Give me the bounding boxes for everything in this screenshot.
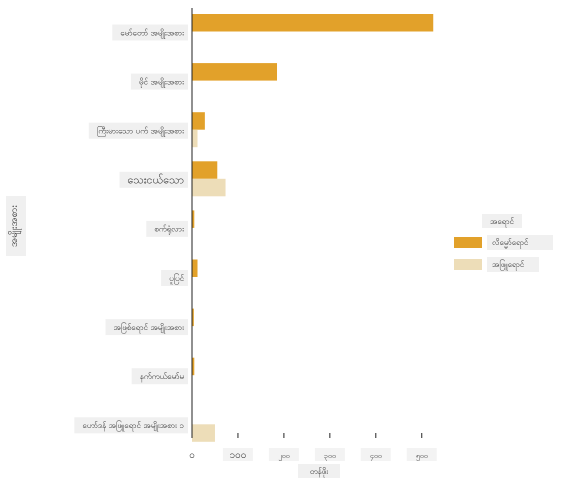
legend-title-bg (482, 214, 522, 228)
category-label-bg-4 (146, 220, 188, 237)
legend-label-0: လိမ္မော်ရောင် (492, 237, 528, 249)
category-label-7: နက်ကယ်မော်မ (140, 371, 184, 383)
legend-label-bg-0 (487, 235, 553, 250)
x-tick-label-bg-2 (268, 448, 299, 461)
x-axis-title: တန်ဖိုး (310, 466, 330, 478)
category-label-bg-1 (130, 73, 188, 90)
legend-label-bg-1 (487, 257, 539, 272)
x-axis-title-group: တန်ဖိုး (298, 464, 340, 478)
y-axis-title: အမျိုးအစား (7, 205, 22, 247)
category-label-bg-7 (131, 368, 188, 385)
bar-orange-1 (192, 63, 278, 81)
category-label-bg-5 (161, 270, 188, 286)
legend-swatch-1 (454, 259, 482, 270)
bar-orange-6 (192, 308, 194, 327)
x-tick-label-bg-3 (314, 448, 345, 461)
bars-group (192, 14, 434, 442)
bar-orange-7 (192, 357, 195, 376)
bar-cream-8 (192, 424, 215, 442)
category-label-bg-3 (119, 171, 188, 188)
x-tick-label-2: ၂၀၀ (277, 452, 289, 461)
x-tick-label-3: ၃၀၀ (324, 452, 336, 461)
category-label-bg-8 (74, 417, 188, 434)
x-axis-title-bg (298, 464, 340, 478)
bar-orange-2 (192, 112, 205, 130)
category-label-5: ပူပြင် (169, 273, 184, 285)
legend: အရောင် လိမ္မော်ရောင်အဖြူရောင် (454, 214, 553, 272)
category-label-bg-6 (105, 319, 188, 336)
bar-cream-2 (192, 129, 198, 148)
category-label-3: သေးငယ်သော (128, 174, 184, 187)
category-label-bg-2 (88, 122, 188, 139)
x-tick-label-bg-4 (360, 448, 391, 461)
legend-swatch-0 (454, 237, 482, 248)
category-label-bg-0 (112, 24, 188, 41)
x-tick-label-0: ၀ (189, 450, 195, 461)
x-tick-label-bg-5 (406, 448, 437, 461)
y-axis-title-bg (6, 196, 26, 256)
x-tick-label-bg-1 (222, 448, 253, 461)
bar-orange-3 (192, 161, 218, 179)
legend-label-1: အဖြူရောင် (492, 259, 524, 271)
bar-cream-3 (192, 178, 226, 197)
legend-title: အရောင် (490, 216, 514, 228)
category-label-2: ကြီးမားသော ပက် အမျိုးအစား (97, 126, 185, 138)
bar-orange-0 (192, 14, 434, 32)
category-label-6: အဖြစ်ရောင် အမျိုးအစား (114, 322, 185, 334)
category-label-8: ဟော်ဒန် အဖြူရောင် အမျိုးအစား ၁ (82, 420, 184, 432)
x-tick-label-4: ၄၀၀ (370, 452, 382, 461)
x-axis: ၀ ၁၀၀ ၂၀၀ ၃၀၀ ၄၀၀ ၅၀၀ (189, 433, 437, 461)
x-tick-label-5: ၅၀၀ (416, 452, 428, 461)
bar-orange-4 (192, 210, 195, 228)
bar-orange-5 (192, 259, 198, 277)
y-axis-title-group: အမျိုးအစား (6, 196, 26, 256)
category-label-1: မိုင် အမျိုးအစား (139, 76, 185, 88)
category-label-4: စက်ရုံလား (154, 224, 185, 236)
x-tick-label-1: ၁၀၀ (230, 450, 247, 461)
category-labels-group: မော်တော် အမျိုးအစားမိုင် အမျိုးအစားကြီးမ… (74, 24, 188, 434)
category-label-0: မော်တော် အမျိုးအစား (120, 27, 185, 39)
